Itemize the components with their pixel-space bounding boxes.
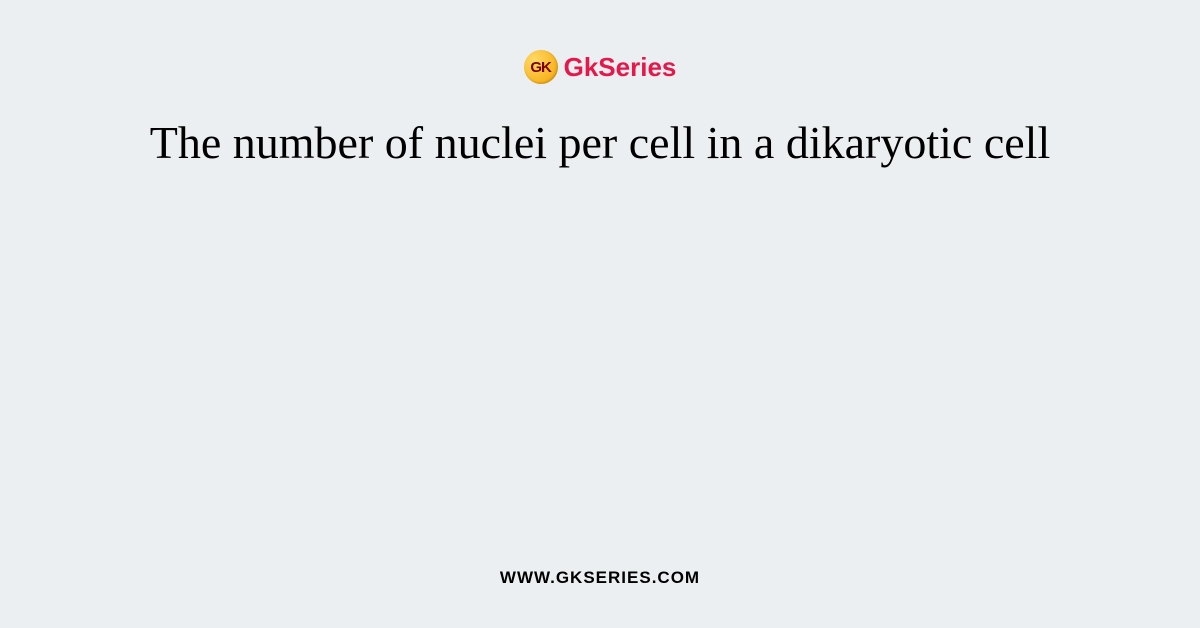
logo-badge-text: GK [530,59,551,76]
logo-brand-text: GkSeries [564,52,677,83]
question-heading: The number of nuclei per cell in a dikar… [150,116,1050,170]
logo-badge: GK [524,50,558,84]
footer-url: WWW.GKSERIES.COM [500,568,700,588]
logo-container: GK GkSeries [524,50,677,84]
